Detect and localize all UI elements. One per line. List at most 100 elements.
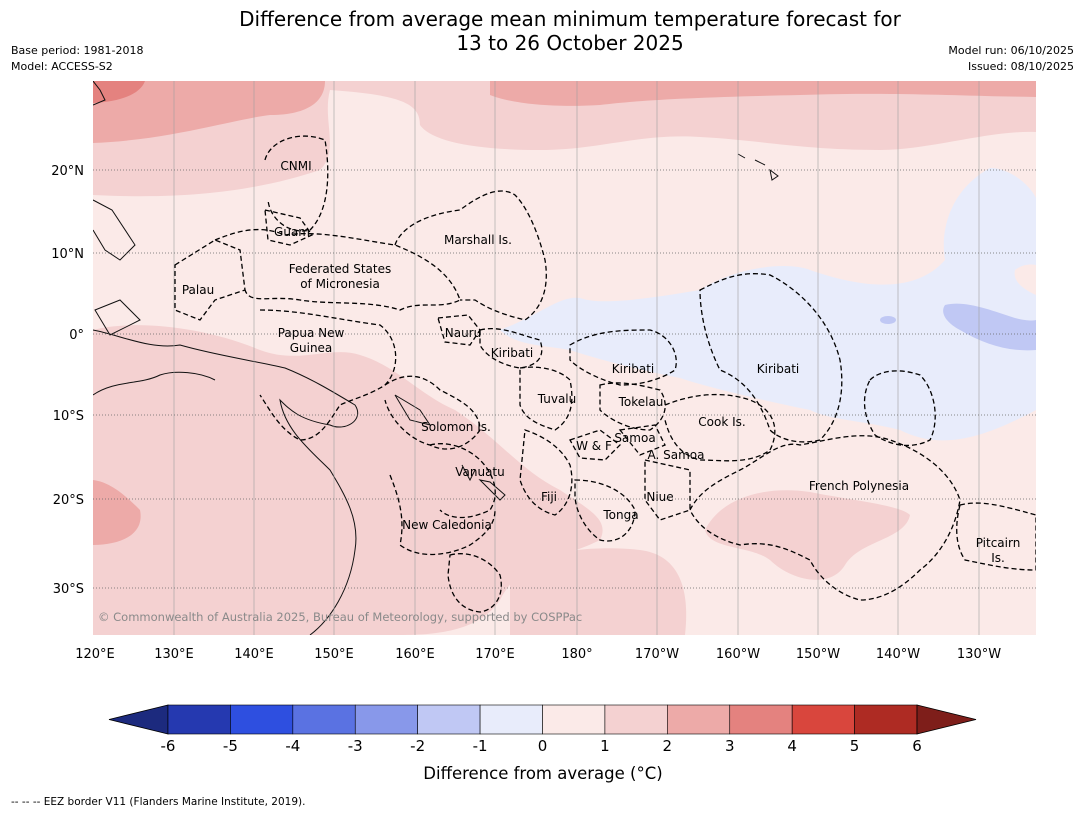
label-guam: Guam bbox=[274, 225, 310, 239]
title-line-2: 13 to 26 October 2025 bbox=[456, 31, 684, 55]
label-nauru: Nauru bbox=[445, 326, 481, 340]
hawaii-coast bbox=[737, 153, 779, 181]
colorbar-segment bbox=[292, 704, 356, 735]
label-cook: Cook Is. bbox=[698, 415, 745, 429]
eez-cnmi bbox=[264, 135, 329, 232]
label-american-samoa: A. Samoa bbox=[648, 448, 705, 462]
anomaly-strong-west bbox=[93, 480, 141, 545]
eez-nauru bbox=[437, 314, 481, 346]
anomaly-cool-core bbox=[943, 303, 1036, 351]
graticule bbox=[173, 81, 980, 635]
lon-label-170e: 170°E bbox=[475, 647, 515, 662]
lon-axis: 120°E 130°E 140°E 150°E 160°E 170°E 180°… bbox=[75, 647, 1001, 662]
eez-borders bbox=[174, 135, 1036, 613]
eez-tonga bbox=[574, 479, 636, 542]
eez-palau bbox=[174, 239, 246, 321]
label-fsm-2: of Micronesia bbox=[300, 277, 380, 291]
colorbar: -6 -5 -4 -3 -2 -1 0 1 2 3 4 5 6 Difference from aver… bbox=[108, 704, 977, 783]
colorbar-tick-label: 1 bbox=[600, 737, 610, 755]
meta-right: Model run: 06/10/2025 Issued: 08/10/2025 bbox=[948, 43, 1074, 75]
anomaly-warm-patch bbox=[1014, 264, 1036, 295]
latitude-lines bbox=[93, 169, 1036, 589]
title-line-1: Difference from average mean minimum tem… bbox=[239, 7, 901, 31]
lat-label-30s: 30°S bbox=[53, 582, 84, 597]
eez-fiji bbox=[519, 429, 573, 516]
colorbar-tick-label: 6 bbox=[912, 737, 922, 755]
label-tuvalu: Tuvalu bbox=[537, 392, 577, 406]
colorbar-ticks: -6 -5 -4 -3 -2 -1 0 1 2 3 4 5 6 bbox=[161, 737, 922, 755]
colorbar-segment bbox=[604, 704, 668, 735]
eez-footnote: -- -- -- EEZ border V11 (Flanders Marine… bbox=[11, 796, 306, 808]
anomaly-band-north bbox=[93, 81, 1036, 197]
base-period: Base period: 1981-2018 bbox=[11, 44, 144, 57]
colorbar-segments bbox=[167, 704, 918, 735]
anomaly-cool-band bbox=[500, 168, 1036, 441]
lon-label-150w: 150°W bbox=[796, 647, 840, 662]
colorbar-segment bbox=[479, 704, 543, 735]
colorbar-segment bbox=[791, 704, 855, 735]
lat-label-20s: 20°S bbox=[53, 493, 84, 508]
lon-label-150e: 150°E bbox=[314, 647, 354, 662]
anomaly-cool-patch bbox=[880, 316, 896, 324]
colorbar-segment bbox=[167, 704, 231, 735]
label-french-polynesia: French Polynesia bbox=[809, 479, 909, 493]
japan-coast bbox=[93, 81, 106, 106]
colorbar-tick-label: -6 bbox=[161, 737, 176, 755]
lon-label-160w: 160°W bbox=[716, 647, 760, 662]
lon-label-130w: 130°W bbox=[957, 647, 1001, 662]
colorbar-tick-label: 4 bbox=[787, 737, 797, 755]
label-niue: Niue bbox=[646, 490, 673, 504]
issued-date: Issued: 08/10/2025 bbox=[967, 60, 1074, 73]
colorbar-tick-label: 0 bbox=[538, 737, 548, 755]
lat-label-20n: 20°N bbox=[51, 164, 84, 179]
eez-pitcairn bbox=[956, 502, 1036, 571]
label-tonga: Tonga bbox=[602, 508, 638, 522]
coastlines bbox=[93, 81, 779, 635]
eez-french-polynesia bbox=[689, 435, 961, 601]
colorbar-tick-label: -3 bbox=[348, 737, 363, 755]
indonesia-coast bbox=[93, 371, 216, 396]
place-labels: CNMI Guam Marshall Is. Federated States … bbox=[182, 159, 1020, 565]
eez-solomon bbox=[384, 375, 481, 450]
lon-label-140w: 140°W bbox=[876, 647, 920, 662]
map-title: Difference from average mean minimum tem… bbox=[0, 7, 1085, 55]
eez-cook-north bbox=[664, 393, 776, 462]
eez-marshall bbox=[394, 190, 547, 321]
colorbar-tick-label: -2 bbox=[410, 737, 425, 755]
eez-kiribati-central bbox=[569, 329, 677, 386]
colorbar-label: Difference from average (°C) bbox=[423, 764, 662, 783]
lon-label-140e: 140°E bbox=[234, 647, 274, 662]
philippines-coast bbox=[93, 199, 136, 261]
label-kiribati-central: Kiribati bbox=[612, 362, 654, 376]
anomaly-strong-north bbox=[490, 81, 1036, 106]
lat-label-10n: 10°N bbox=[51, 247, 84, 262]
lat-label-10s: 10°S bbox=[53, 409, 84, 424]
model-run: Model run: 06/10/2025 bbox=[948, 44, 1074, 57]
colorbar-under-arrow bbox=[108, 704, 169, 735]
anomaly-strong-northwest bbox=[93, 81, 325, 143]
label-palau: Palau bbox=[182, 283, 214, 297]
lon-label-160e: 160°E bbox=[395, 647, 435, 662]
colorbar-segment bbox=[729, 704, 793, 735]
label-cnmi: CNMI bbox=[280, 159, 311, 173]
label-png-1: Papua New bbox=[278, 326, 345, 340]
lat-label-0: 0° bbox=[69, 328, 84, 343]
colorbar-segment bbox=[667, 704, 731, 735]
label-new-caledonia: New Caledonia bbox=[402, 518, 492, 532]
eez-new-caledonia bbox=[389, 474, 496, 556]
label-solomon: Solomon Is. bbox=[421, 420, 491, 434]
sulawesi-coast bbox=[94, 299, 141, 336]
australia-png-coast bbox=[93, 329, 358, 635]
label-png-2: Guinea bbox=[290, 341, 333, 355]
eez-kiribati-west bbox=[479, 328, 543, 369]
label-tokelau: Tokelau bbox=[618, 395, 664, 409]
colorbar-tick-label: -1 bbox=[473, 737, 488, 755]
label-pitcairn-2: Is. bbox=[991, 551, 1005, 565]
lon-label-170w: 170°W bbox=[635, 647, 679, 662]
anomaly-peak-northwest bbox=[93, 81, 145, 103]
label-pitcairn-1: Pitcairn bbox=[976, 536, 1021, 550]
label-fiji: Fiji bbox=[541, 490, 557, 504]
lon-label-120e: 120°E bbox=[75, 647, 115, 662]
label-vanuatu: Vanuatu bbox=[455, 465, 505, 479]
